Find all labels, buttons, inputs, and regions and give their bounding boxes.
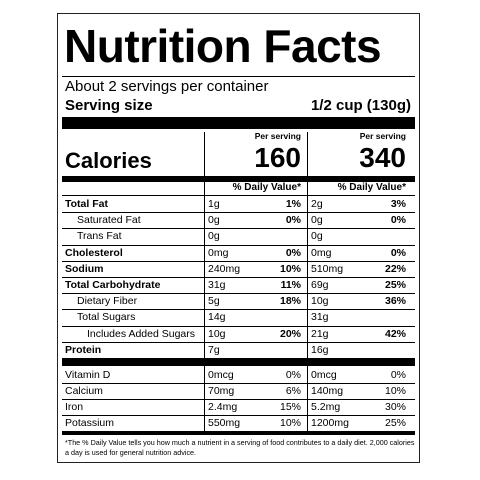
amount: 10g xyxy=(208,327,226,340)
nutrient-name: Dietary Fiber xyxy=(77,295,138,308)
daily-value: 18% xyxy=(279,295,301,308)
nutrient-name: Cholesterol xyxy=(65,246,123,259)
daily-value: 11% xyxy=(280,279,301,291)
daily-value: 0% xyxy=(390,369,406,381)
serving-size-value: 1/2 cup (130g) xyxy=(310,97,411,114)
nutrient-name: Iron xyxy=(65,401,84,413)
amount: 5.2mg xyxy=(311,401,341,413)
amount: 0mcg xyxy=(311,369,337,381)
amount: 2.4mg xyxy=(208,401,238,413)
rule xyxy=(62,293,415,295)
daily-value: 10% xyxy=(279,262,301,275)
column-divider xyxy=(204,132,205,431)
daily-value: 0% xyxy=(285,246,301,259)
nutrient-name: Calcium xyxy=(65,385,103,397)
amount: 0mg xyxy=(208,246,229,259)
nutrient-name: Vitamin D xyxy=(65,369,111,381)
rule xyxy=(62,309,415,311)
amount: 5g xyxy=(208,295,220,308)
dv-header: % Daily Value* xyxy=(337,182,406,193)
daily-value: 0% xyxy=(390,246,406,259)
rule xyxy=(62,76,415,77)
amount: 0g xyxy=(208,230,220,243)
daily-value: 10% xyxy=(384,385,406,397)
nutrient-name: Includes Added Sugars xyxy=(87,327,195,340)
rule xyxy=(62,399,415,400)
nutrient-name: Total Sugars xyxy=(77,311,136,324)
daily-value: 1% xyxy=(285,198,301,210)
amount: 0g xyxy=(311,214,323,227)
daily-value: 15% xyxy=(279,401,301,413)
amount: 0g xyxy=(311,230,323,243)
rule xyxy=(62,341,415,343)
amount: 140mg xyxy=(311,385,344,397)
medium-rule xyxy=(62,431,415,435)
nutrient-name: Sodium xyxy=(65,262,104,275)
rule xyxy=(62,325,415,327)
rule xyxy=(62,383,415,384)
amount: 510mg xyxy=(311,262,344,275)
daily-value: 3% xyxy=(390,198,406,210)
daily-value: 42% xyxy=(384,327,406,340)
daily-value: 25% xyxy=(384,279,406,291)
nutrient-name: Protein xyxy=(65,343,102,356)
thick-rule xyxy=(62,358,415,366)
amount: 0g xyxy=(208,214,220,227)
medium-rule xyxy=(62,176,415,182)
amount: 1g xyxy=(208,198,220,210)
daily-value: 22% xyxy=(384,262,406,275)
nutrition-label: Nutrition Facts About 2 servings per con… xyxy=(57,13,420,463)
rule xyxy=(62,415,415,416)
column-divider xyxy=(307,132,308,431)
thick-rule xyxy=(62,117,415,129)
amount: 16g xyxy=(311,343,329,356)
rule xyxy=(62,228,415,230)
calories-value: 340 xyxy=(359,142,406,173)
rule xyxy=(62,195,415,196)
amount: 2g xyxy=(311,198,323,210)
amount: 31g xyxy=(208,279,226,291)
amount: 14g xyxy=(208,311,226,324)
nutrient-name: Total Carbohydrate xyxy=(65,279,161,291)
amount: 550mg xyxy=(208,417,241,429)
per-serving: Per serving xyxy=(359,131,406,141)
amount: 0mcg xyxy=(208,369,234,381)
dv-header: % Daily Value* xyxy=(232,182,301,193)
per-serving: Per serving xyxy=(254,131,301,141)
daily-value: 6% xyxy=(285,385,301,397)
amount: 7g xyxy=(208,343,220,356)
title: Nutrition Facts xyxy=(64,20,382,72)
nutrient-name: Saturated Fat xyxy=(77,214,141,227)
daily-value: 0% xyxy=(285,214,301,227)
amount: 10g xyxy=(311,295,329,308)
nutrient-name: Total Fat xyxy=(65,198,108,210)
rule xyxy=(62,244,415,246)
nutrient-name: Trans Fat xyxy=(77,230,122,243)
daily-value: 36% xyxy=(384,295,406,308)
amount: 69g xyxy=(311,279,329,291)
amount: 31g xyxy=(311,311,329,324)
amount: 21g xyxy=(311,327,329,340)
rule xyxy=(62,260,415,262)
amount: 0mg xyxy=(311,246,332,259)
amount: 240mg xyxy=(208,262,241,275)
rule xyxy=(62,277,415,278)
nutrient-name: Potassium xyxy=(65,417,115,429)
calories-label: Calories xyxy=(65,148,152,173)
amount: 1200mg xyxy=(311,417,349,429)
daily-value: 0% xyxy=(285,369,301,381)
footnote: *The % Daily Value tells you how much a … xyxy=(65,438,415,457)
daily-value: 30% xyxy=(384,401,406,413)
calories-value: 160 xyxy=(254,142,301,173)
amount: 70mg xyxy=(208,385,235,397)
daily-value: 0% xyxy=(390,214,406,227)
daily-value: 20% xyxy=(279,327,301,340)
daily-value: 25% xyxy=(384,417,406,429)
serving-size-label: Serving size xyxy=(65,97,153,114)
rule xyxy=(62,212,415,214)
servings: About 2 servings per container xyxy=(65,78,269,95)
daily-value: 10% xyxy=(279,417,301,429)
